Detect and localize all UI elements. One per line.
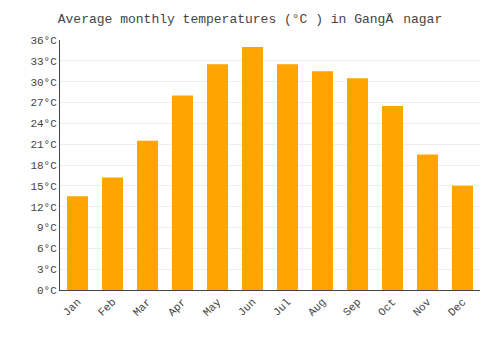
svg-text:Jan: Jan xyxy=(61,296,83,318)
svg-text:Oct: Oct xyxy=(376,296,398,318)
svg-text:0°C: 0°C xyxy=(37,285,57,297)
svg-text:18°C: 18°C xyxy=(30,160,57,172)
svg-text:33°C: 33°C xyxy=(30,56,57,68)
svg-text:27°C: 27°C xyxy=(30,97,57,109)
svg-text:3°C: 3°C xyxy=(37,264,57,276)
svg-text:6°C: 6°C xyxy=(37,243,57,255)
svg-text:Jul: Jul xyxy=(271,296,293,318)
svg-text:Sep: Sep xyxy=(341,296,363,318)
svg-text:9°C: 9°C xyxy=(37,222,57,234)
svg-text:Apr: Apr xyxy=(166,296,188,318)
svg-text:Feb: Feb xyxy=(96,296,118,318)
svg-text:21°C: 21°C xyxy=(30,139,57,151)
svg-text:36°C: 36°C xyxy=(30,35,57,47)
svg-text:Dec: Dec xyxy=(446,296,468,318)
svg-text:Mar: Mar xyxy=(131,296,153,318)
svg-text:Jun: Jun xyxy=(236,296,258,318)
svg-text:Aug: Aug xyxy=(306,296,328,318)
svg-text:12°C: 12°C xyxy=(30,202,57,214)
svg-text:24°C: 24°C xyxy=(30,118,57,130)
svg-text:Average monthly temperatures (: Average monthly temperatures (°C ) in Ga… xyxy=(58,12,442,27)
svg-text:15°C: 15°C xyxy=(30,181,57,193)
svg-text:30°C: 30°C xyxy=(30,77,57,89)
svg-text:Nov: Nov xyxy=(411,296,434,319)
svg-text:May: May xyxy=(201,296,224,319)
